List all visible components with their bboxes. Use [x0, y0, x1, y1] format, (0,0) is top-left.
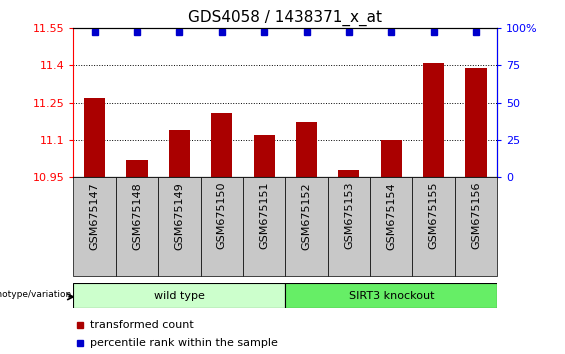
Text: GSM675154: GSM675154 [386, 182, 396, 250]
Text: transformed count: transformed count [90, 320, 194, 330]
Text: genotype/variation: genotype/variation [0, 290, 72, 299]
Bar [254, 135, 275, 177]
Text: GSM675156: GSM675156 [471, 182, 481, 250]
Bar [127, 160, 147, 177]
Bar [455, 177, 497, 276]
Bar [84, 98, 105, 177]
Bar [423, 63, 444, 177]
Text: GSM675155: GSM675155 [429, 182, 438, 250]
Bar [158, 177, 201, 276]
Bar [211, 113, 232, 177]
Bar [73, 283, 285, 308]
Title: GDS4058 / 1438371_x_at: GDS4058 / 1438371_x_at [188, 9, 383, 25]
Text: wild type: wild type [154, 291, 205, 301]
Bar [466, 68, 486, 177]
Bar [73, 177, 116, 276]
Text: GSM675149: GSM675149 [175, 182, 184, 250]
Bar [201, 177, 243, 276]
Bar [243, 177, 285, 276]
Bar [285, 177, 328, 276]
Bar [338, 170, 359, 177]
Text: GSM675150: GSM675150 [217, 182, 227, 250]
Text: GSM675148: GSM675148 [132, 182, 142, 250]
Bar [116, 177, 158, 276]
Bar [285, 283, 497, 308]
Bar [381, 140, 402, 177]
Bar [169, 130, 190, 177]
Text: SIRT3 knockout: SIRT3 knockout [349, 291, 434, 301]
Text: GSM675151: GSM675151 [259, 182, 269, 250]
Text: GSM675152: GSM675152 [302, 182, 311, 250]
Bar [370, 177, 412, 276]
Text: GSM675153: GSM675153 [344, 182, 354, 250]
Bar [328, 177, 370, 276]
Text: GSM675147: GSM675147 [90, 182, 99, 250]
Text: percentile rank within the sample: percentile rank within the sample [90, 338, 279, 348]
Bar [296, 122, 317, 177]
Bar [412, 177, 455, 276]
